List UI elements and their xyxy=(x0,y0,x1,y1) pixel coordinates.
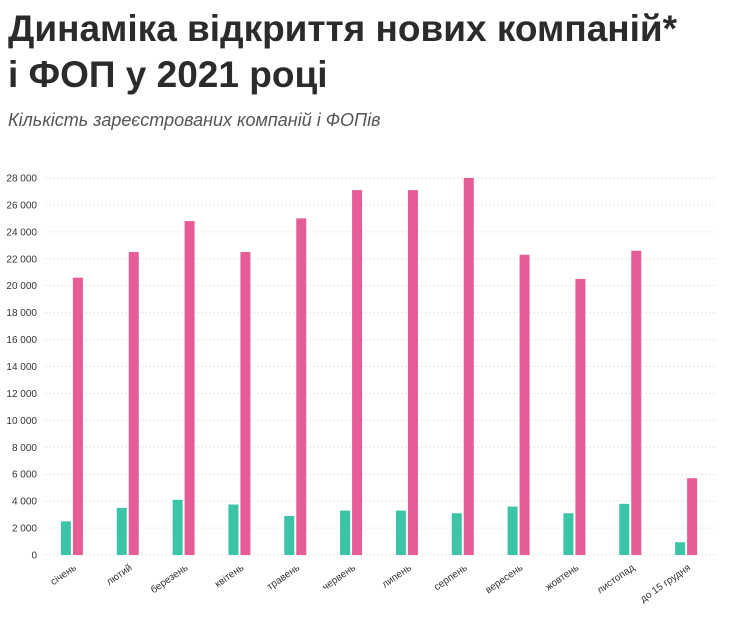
bar-companies xyxy=(60,521,71,555)
bar-fop xyxy=(184,221,195,556)
chart-title-line-2: і ФОП у 2021 році xyxy=(8,54,328,95)
y-tick-label: 2 000 xyxy=(12,524,37,535)
bar-fop xyxy=(575,278,586,555)
x-tick-label: червень xyxy=(321,562,358,593)
bar-companies xyxy=(395,510,406,555)
y-tick-label: 12 000 xyxy=(6,389,37,400)
bar-companies xyxy=(284,515,295,555)
y-tick-label: 4 000 xyxy=(12,497,37,508)
y-tick-label: 24 000 xyxy=(6,227,37,238)
bar-fop xyxy=(631,250,642,555)
x-tick-label: квітень xyxy=(213,562,246,590)
y-tick-label: 0 xyxy=(31,551,37,562)
y-tick-label: 6 000 xyxy=(12,470,37,481)
bar-fop xyxy=(72,277,83,555)
x-tick-label: вересень xyxy=(484,562,526,596)
bar-companies xyxy=(619,503,630,555)
bar-fop xyxy=(240,252,251,555)
x-tick-label: лютий xyxy=(105,562,135,588)
y-tick-label: 16 000 xyxy=(6,335,37,346)
bar-fop xyxy=(519,254,530,555)
x-tick-label: травень xyxy=(265,562,302,592)
bar-fop xyxy=(407,190,418,555)
chart-title-line-1: Динаміка відкриття нових компаній* xyxy=(8,8,678,49)
bar-fop xyxy=(352,190,363,555)
y-tick-label: 8 000 xyxy=(12,443,37,454)
bar-fop xyxy=(687,478,698,555)
chart-subtitle: Кількість зареєстрованих компаній і ФОПі… xyxy=(8,110,381,130)
bar-companies xyxy=(340,510,351,555)
bar-companies xyxy=(172,499,183,555)
x-tick-label: до 15 грудня xyxy=(638,562,692,605)
x-tick-label: березень xyxy=(148,562,190,596)
y-tick-label: 26 000 xyxy=(6,200,37,211)
x-tick-label: січень xyxy=(49,562,79,587)
y-tick-label: 20 000 xyxy=(6,281,37,292)
bar-chart: 0 2 000 4 000 6 000 8 000 10 000 12 000 14 000 1… xyxy=(6,174,715,605)
bar-companies xyxy=(563,513,574,555)
x-tick-label: жовтень xyxy=(544,562,582,593)
x-tick-label: серпень xyxy=(432,562,469,593)
x-tick-label: липень xyxy=(380,562,413,590)
bar-companies xyxy=(116,507,127,555)
bar-fop xyxy=(128,252,139,555)
chart-title: Динаміка відкриття нових компаній* і ФОП… xyxy=(8,6,733,98)
y-tick-label: 10 000 xyxy=(6,416,37,427)
x-tick-label: листопад xyxy=(595,562,637,596)
y-tick-label: 14 000 xyxy=(6,362,37,373)
y-tick-label: 18 000 xyxy=(6,308,37,319)
bar-companies xyxy=(451,513,462,555)
bar-fop xyxy=(463,178,474,555)
y-tick-label: 22 000 xyxy=(6,254,37,265)
bar-companies xyxy=(675,542,686,555)
y-tick-label: 28 000 xyxy=(6,174,37,185)
bar-fop xyxy=(296,218,307,555)
bar-companies xyxy=(228,504,239,555)
bar-companies xyxy=(507,506,518,555)
